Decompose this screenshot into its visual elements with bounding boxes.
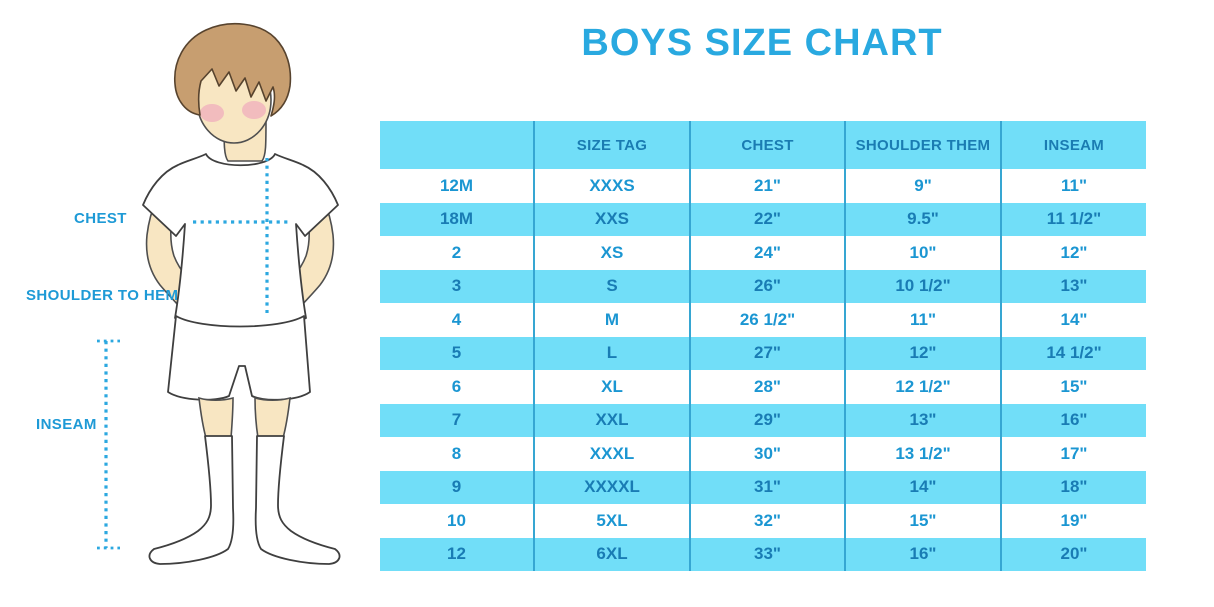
chest-label: CHEST bbox=[74, 210, 127, 227]
table-row: 7 XXL 29" 13" 16" bbox=[380, 403, 1146, 437]
measurement-cell: 22" bbox=[689, 202, 845, 236]
measurement-cell: 9" bbox=[844, 169, 1001, 203]
measurement-cell: 17" bbox=[1000, 437, 1146, 471]
size-cell: 4 bbox=[380, 303, 534, 337]
size-cell: 2 bbox=[380, 236, 534, 270]
measurement-cell: 27" bbox=[689, 336, 845, 370]
measurement-cell: 11" bbox=[844, 303, 1001, 337]
measurement-cell: 26 1/2" bbox=[689, 303, 845, 337]
size-cell: 9 bbox=[380, 470, 534, 504]
measurement-cell: 21" bbox=[689, 169, 845, 203]
measurement-cell: 10" bbox=[844, 236, 1001, 270]
table-row: 4 M 26 1/2" 11" 14" bbox=[380, 303, 1146, 337]
measurement-cell: 31" bbox=[689, 470, 845, 504]
left-knee-shape bbox=[198, 396, 234, 439]
size-table: SIZE TAG CHEST SHOULDER THEM INSEAM 12M XXXS… bbox=[380, 121, 1146, 571]
left-sock-shape bbox=[148, 435, 235, 565]
size-cell: 18M bbox=[380, 202, 534, 236]
measurement-cell: XXL bbox=[533, 403, 690, 437]
measurement-cell: XL bbox=[533, 370, 690, 404]
size-cell: 10 bbox=[380, 504, 534, 538]
measurement-cell: 18" bbox=[1000, 470, 1146, 504]
size-cell: 7 bbox=[380, 403, 534, 437]
inseam-label: INSEAM bbox=[36, 416, 97, 433]
table-row: 6 XL 28" 12 1/2" 15" bbox=[380, 370, 1146, 404]
measurement-cell: XXS bbox=[533, 202, 690, 236]
size-cell: 12M bbox=[380, 169, 534, 203]
column-header: CHEST bbox=[689, 121, 845, 169]
table-row: 12M XXXS 21" 9" 11" bbox=[380, 169, 1146, 203]
measurement-cell: 12 1/2" bbox=[844, 370, 1001, 404]
measurement-cell: 10 1/2" bbox=[844, 269, 1001, 303]
shirt-shape bbox=[142, 153, 339, 328]
hair-shape bbox=[174, 23, 292, 117]
measurement-cell: 12" bbox=[844, 336, 1001, 370]
measurement-cell: 15" bbox=[1000, 370, 1146, 404]
measurement-cell: 15" bbox=[844, 504, 1001, 538]
measurement-cell: 6XL bbox=[533, 537, 690, 571]
right-cheek-shape bbox=[242, 101, 266, 119]
right-sock-shape bbox=[254, 435, 341, 565]
measurement-cell: 16" bbox=[1000, 403, 1146, 437]
table-row: 8 XXXL 30" 13 1/2" 17" bbox=[380, 437, 1146, 471]
size-cell: 5 bbox=[380, 336, 534, 370]
column-header bbox=[380, 121, 534, 169]
measurement-cell: 9.5" bbox=[844, 202, 1001, 236]
measurement-cell: 26" bbox=[689, 269, 845, 303]
measurement-cell: 33" bbox=[689, 537, 845, 571]
table-row: 3 S 26" 10 1/2" 13" bbox=[380, 269, 1146, 303]
measurement-cell: 19" bbox=[1000, 504, 1146, 538]
column-header: SHOULDER THEM bbox=[844, 121, 1001, 169]
measurement-cell: XXXL bbox=[533, 437, 690, 471]
left-cheek-shape bbox=[200, 104, 224, 122]
measurement-cell: 14" bbox=[844, 470, 1001, 504]
measurement-cell: M bbox=[533, 303, 690, 337]
measurement-cell: XS bbox=[533, 236, 690, 270]
measurement-cell: L bbox=[533, 336, 690, 370]
measurement-cell: 13" bbox=[844, 403, 1001, 437]
size-cell: 8 bbox=[380, 437, 534, 471]
measurement-cell: 16" bbox=[844, 537, 1001, 571]
measurement-cell: 12" bbox=[1000, 236, 1146, 270]
size-table-header: SIZE TAG CHEST SHOULDER THEM INSEAM bbox=[380, 121, 1146, 169]
table-row: 5 L 27" 12" 14 1/2" bbox=[380, 336, 1146, 370]
figure-panel: CHEST SHOULDER TO HEM INSEAM bbox=[0, 0, 380, 607]
column-header: SIZE TAG bbox=[533, 121, 690, 169]
measurement-cell: 32" bbox=[689, 504, 845, 538]
measurement-cell: 29" bbox=[689, 403, 845, 437]
size-table-body: 12M XXXS 21" 9" 11" 18M XXS 22" 9.5" 11 1/2" 2 XS 24… bbox=[380, 169, 1146, 571]
table-row: 9 XXXXL 31" 14" 18" bbox=[380, 470, 1146, 504]
measurement-cell: S bbox=[533, 269, 690, 303]
measurement-cell: 11 1/2" bbox=[1000, 202, 1146, 236]
boy-figure-illustration bbox=[97, 23, 341, 565]
table-row: 18M XXS 22" 9.5" 11 1/2" bbox=[380, 202, 1146, 236]
size-cell: 3 bbox=[380, 269, 534, 303]
measurement-cell: 11" bbox=[1000, 169, 1146, 203]
measurement-cell: 24" bbox=[689, 236, 845, 270]
table-row: 2 XS 24" 10" 12" bbox=[380, 236, 1146, 270]
page-title: BOYS SIZE CHART bbox=[581, 22, 943, 64]
measurement-cell: XXXS bbox=[533, 169, 690, 203]
measurement-cell: 13 1/2" bbox=[844, 437, 1001, 471]
measurement-cell: XXXXL bbox=[533, 470, 690, 504]
shorts-shape bbox=[167, 315, 311, 401]
measurement-cell: 13" bbox=[1000, 269, 1146, 303]
measurement-cell: 20" bbox=[1000, 537, 1146, 571]
measurement-cell: 28" bbox=[689, 370, 845, 404]
column-header: INSEAM bbox=[1000, 121, 1146, 169]
measurement-cell: 14 1/2" bbox=[1000, 336, 1146, 370]
size-cell: 6 bbox=[380, 370, 534, 404]
shoulder-to-hem-label: SHOULDER TO HEM bbox=[26, 287, 179, 304]
header-row: SIZE TAG CHEST SHOULDER THEM INSEAM bbox=[380, 121, 1146, 169]
table-row: 10 5XL 32" 15" 19" bbox=[380, 504, 1146, 538]
measurement-cell: 5XL bbox=[533, 504, 690, 538]
size-cell: 12 bbox=[380, 537, 534, 571]
measurement-cell: 30" bbox=[689, 437, 845, 471]
right-knee-shape bbox=[254, 396, 291, 439]
table-row: 12 6XL 33" 16" 20" bbox=[380, 537, 1146, 571]
measurement-cell: 14" bbox=[1000, 303, 1146, 337]
